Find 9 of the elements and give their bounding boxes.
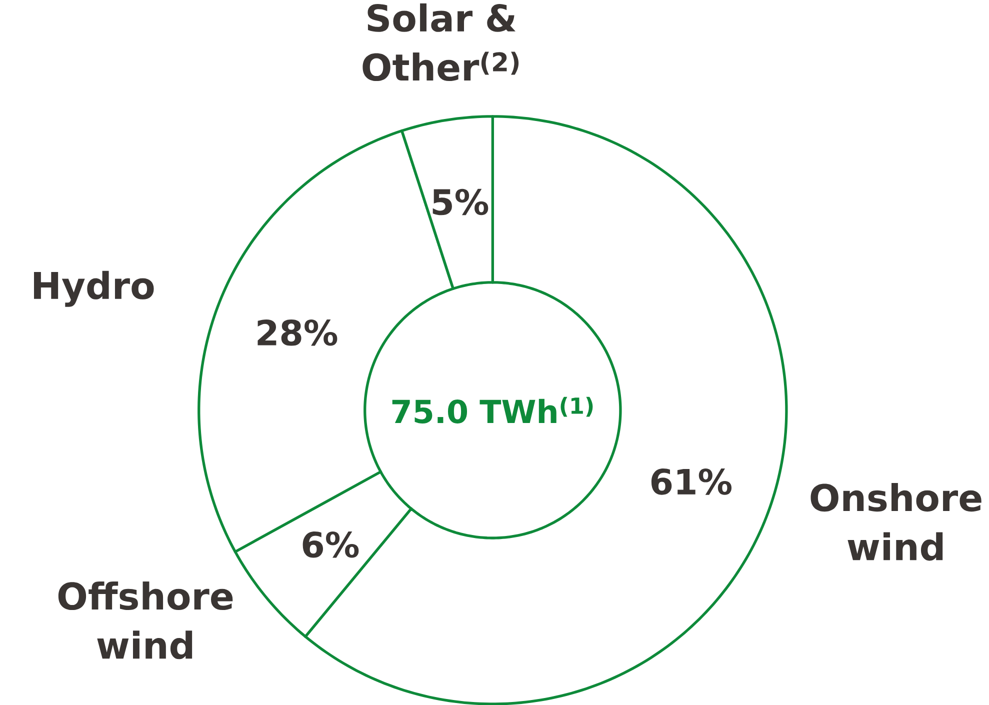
slice-label: Offshore wind	[58, 581, 233, 660]
slice-label: Onshore wind	[810, 482, 982, 561]
data-label: 6%	[302, 531, 359, 558]
slice-label: Hydro	[34, 270, 154, 307]
slice-label: Solar & Other$^{(2)}$	[362, 3, 519, 81]
data-label: 28%	[258, 319, 338, 346]
text: 75.0 TWh$^{(1)}$	[392, 396, 593, 424]
data-label: 5%	[432, 188, 488, 215]
data-label: 61%	[651, 468, 732, 495]
